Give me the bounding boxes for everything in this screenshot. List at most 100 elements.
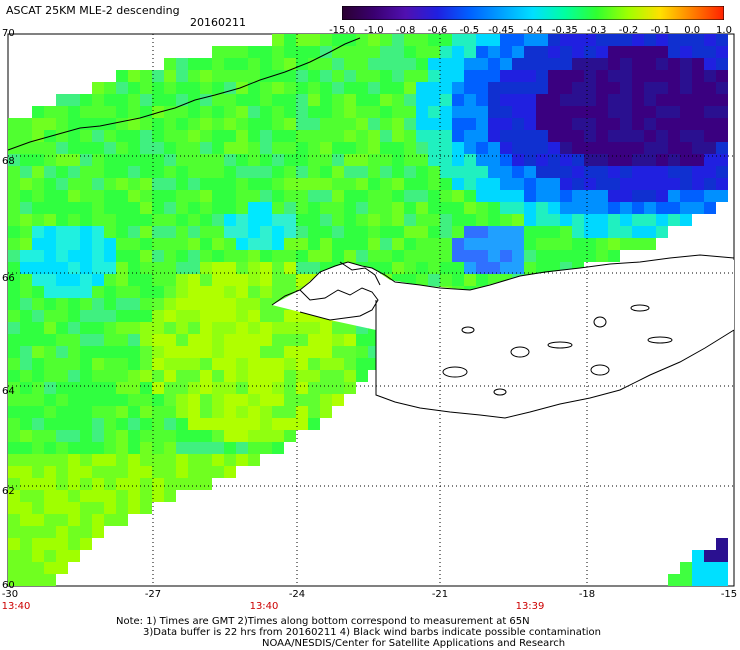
swath-cell: [152, 226, 164, 238]
swath-cell: [32, 370, 44, 382]
swath-cell: [236, 370, 248, 382]
swath-cell: [248, 46, 260, 58]
swath-cell: [44, 226, 56, 238]
swath-cell: [8, 286, 20, 298]
swath-cell: [560, 130, 572, 142]
swath-cell: [500, 178, 512, 190]
swath-cell: [596, 58, 608, 70]
swath-cell: [704, 106, 716, 118]
swath-cell: [32, 322, 44, 334]
swath-cell: [128, 490, 140, 502]
swath-cell: [80, 370, 92, 382]
swath-cell: [620, 142, 632, 154]
swath-cell: [44, 238, 56, 250]
swath-cell: [224, 82, 236, 94]
swath-cell: [272, 358, 284, 370]
swath-cell: [260, 46, 272, 58]
swath-cell: [68, 226, 80, 238]
swath-cell: [320, 346, 332, 358]
swath-cell: [8, 514, 20, 526]
swath-cell: [248, 226, 260, 238]
swath-cell: [152, 262, 164, 274]
swath-cell: [284, 166, 296, 178]
swath-cell: [320, 70, 332, 82]
swath-cell: [32, 406, 44, 418]
swath-cell: [140, 430, 152, 442]
swath-cell: [20, 478, 32, 490]
swath-cell: [392, 118, 404, 130]
swath-cell: [668, 214, 680, 226]
swath-cell: [344, 214, 356, 226]
swath-cell: [236, 70, 248, 82]
swath-cell: [320, 238, 332, 250]
swath-cell: [20, 370, 32, 382]
swath-cell: [380, 58, 392, 70]
swath-cell: [620, 82, 632, 94]
swath-cell: [224, 226, 236, 238]
swath-cell: [416, 262, 428, 274]
swath-cell: [212, 286, 224, 298]
swath-cell: [20, 214, 32, 226]
swath-cell: [500, 106, 512, 118]
swath-cell: [452, 34, 464, 46]
swath-cell: [32, 502, 44, 514]
swath-cell: [632, 202, 644, 214]
swath-cell: [188, 382, 200, 394]
swath-cell: [104, 166, 116, 178]
swath-cell: [176, 454, 188, 466]
swath-cell: [368, 46, 380, 58]
swath-cell: [320, 202, 332, 214]
swath-cell: [428, 262, 440, 274]
swath-cell: [572, 214, 584, 226]
swath-cell: [104, 130, 116, 142]
swath-cell: [260, 142, 272, 154]
swath-cell: [260, 286, 272, 298]
swath-cell: [44, 250, 56, 262]
swath-cell: [356, 214, 368, 226]
swath-cell: [332, 34, 344, 46]
swath-cell: [560, 250, 572, 262]
swath-cell: [548, 94, 560, 106]
swath-cell: [680, 58, 692, 70]
swath-cell: [536, 154, 548, 166]
swath-cell: [440, 34, 452, 46]
swath-cell: [224, 142, 236, 154]
swath-cell: [236, 382, 248, 394]
swath-cell: [656, 142, 668, 154]
swath-cell: [548, 58, 560, 70]
swath-cell: [200, 454, 212, 466]
swath-cell: [344, 118, 356, 130]
swath-cell: [572, 58, 584, 70]
swath-cell: [116, 70, 128, 82]
swath-cell: [584, 214, 596, 226]
swath-cell: [416, 238, 428, 250]
swath-cell: [236, 430, 248, 442]
swath-cell: [80, 322, 92, 334]
swath-cell: [212, 454, 224, 466]
swath-cell: [608, 130, 620, 142]
swath-cell: [284, 334, 296, 346]
swath-cell: [44, 298, 56, 310]
swath-cell: [236, 358, 248, 370]
swath-cell: [152, 94, 164, 106]
swath-cell: [476, 166, 488, 178]
swath-cell: [596, 94, 608, 106]
swath-cell: [56, 298, 68, 310]
swath-cell: [332, 250, 344, 262]
swath-cell: [140, 310, 152, 322]
swath-cell: [632, 178, 644, 190]
swath-cell: [92, 118, 104, 130]
swath-cell: [188, 190, 200, 202]
swath-cell: [644, 130, 656, 142]
swath-cell: [8, 202, 20, 214]
swath-cell: [212, 394, 224, 406]
swath-cell: [272, 286, 284, 298]
swath-cell: [116, 430, 128, 442]
swath-cell: [176, 370, 188, 382]
swath-cell: [212, 226, 224, 238]
swath-cell: [416, 202, 428, 214]
swath-cell: [308, 238, 320, 250]
swath-cell: [284, 142, 296, 154]
swath-cell: [512, 154, 524, 166]
swath-cell: [200, 190, 212, 202]
